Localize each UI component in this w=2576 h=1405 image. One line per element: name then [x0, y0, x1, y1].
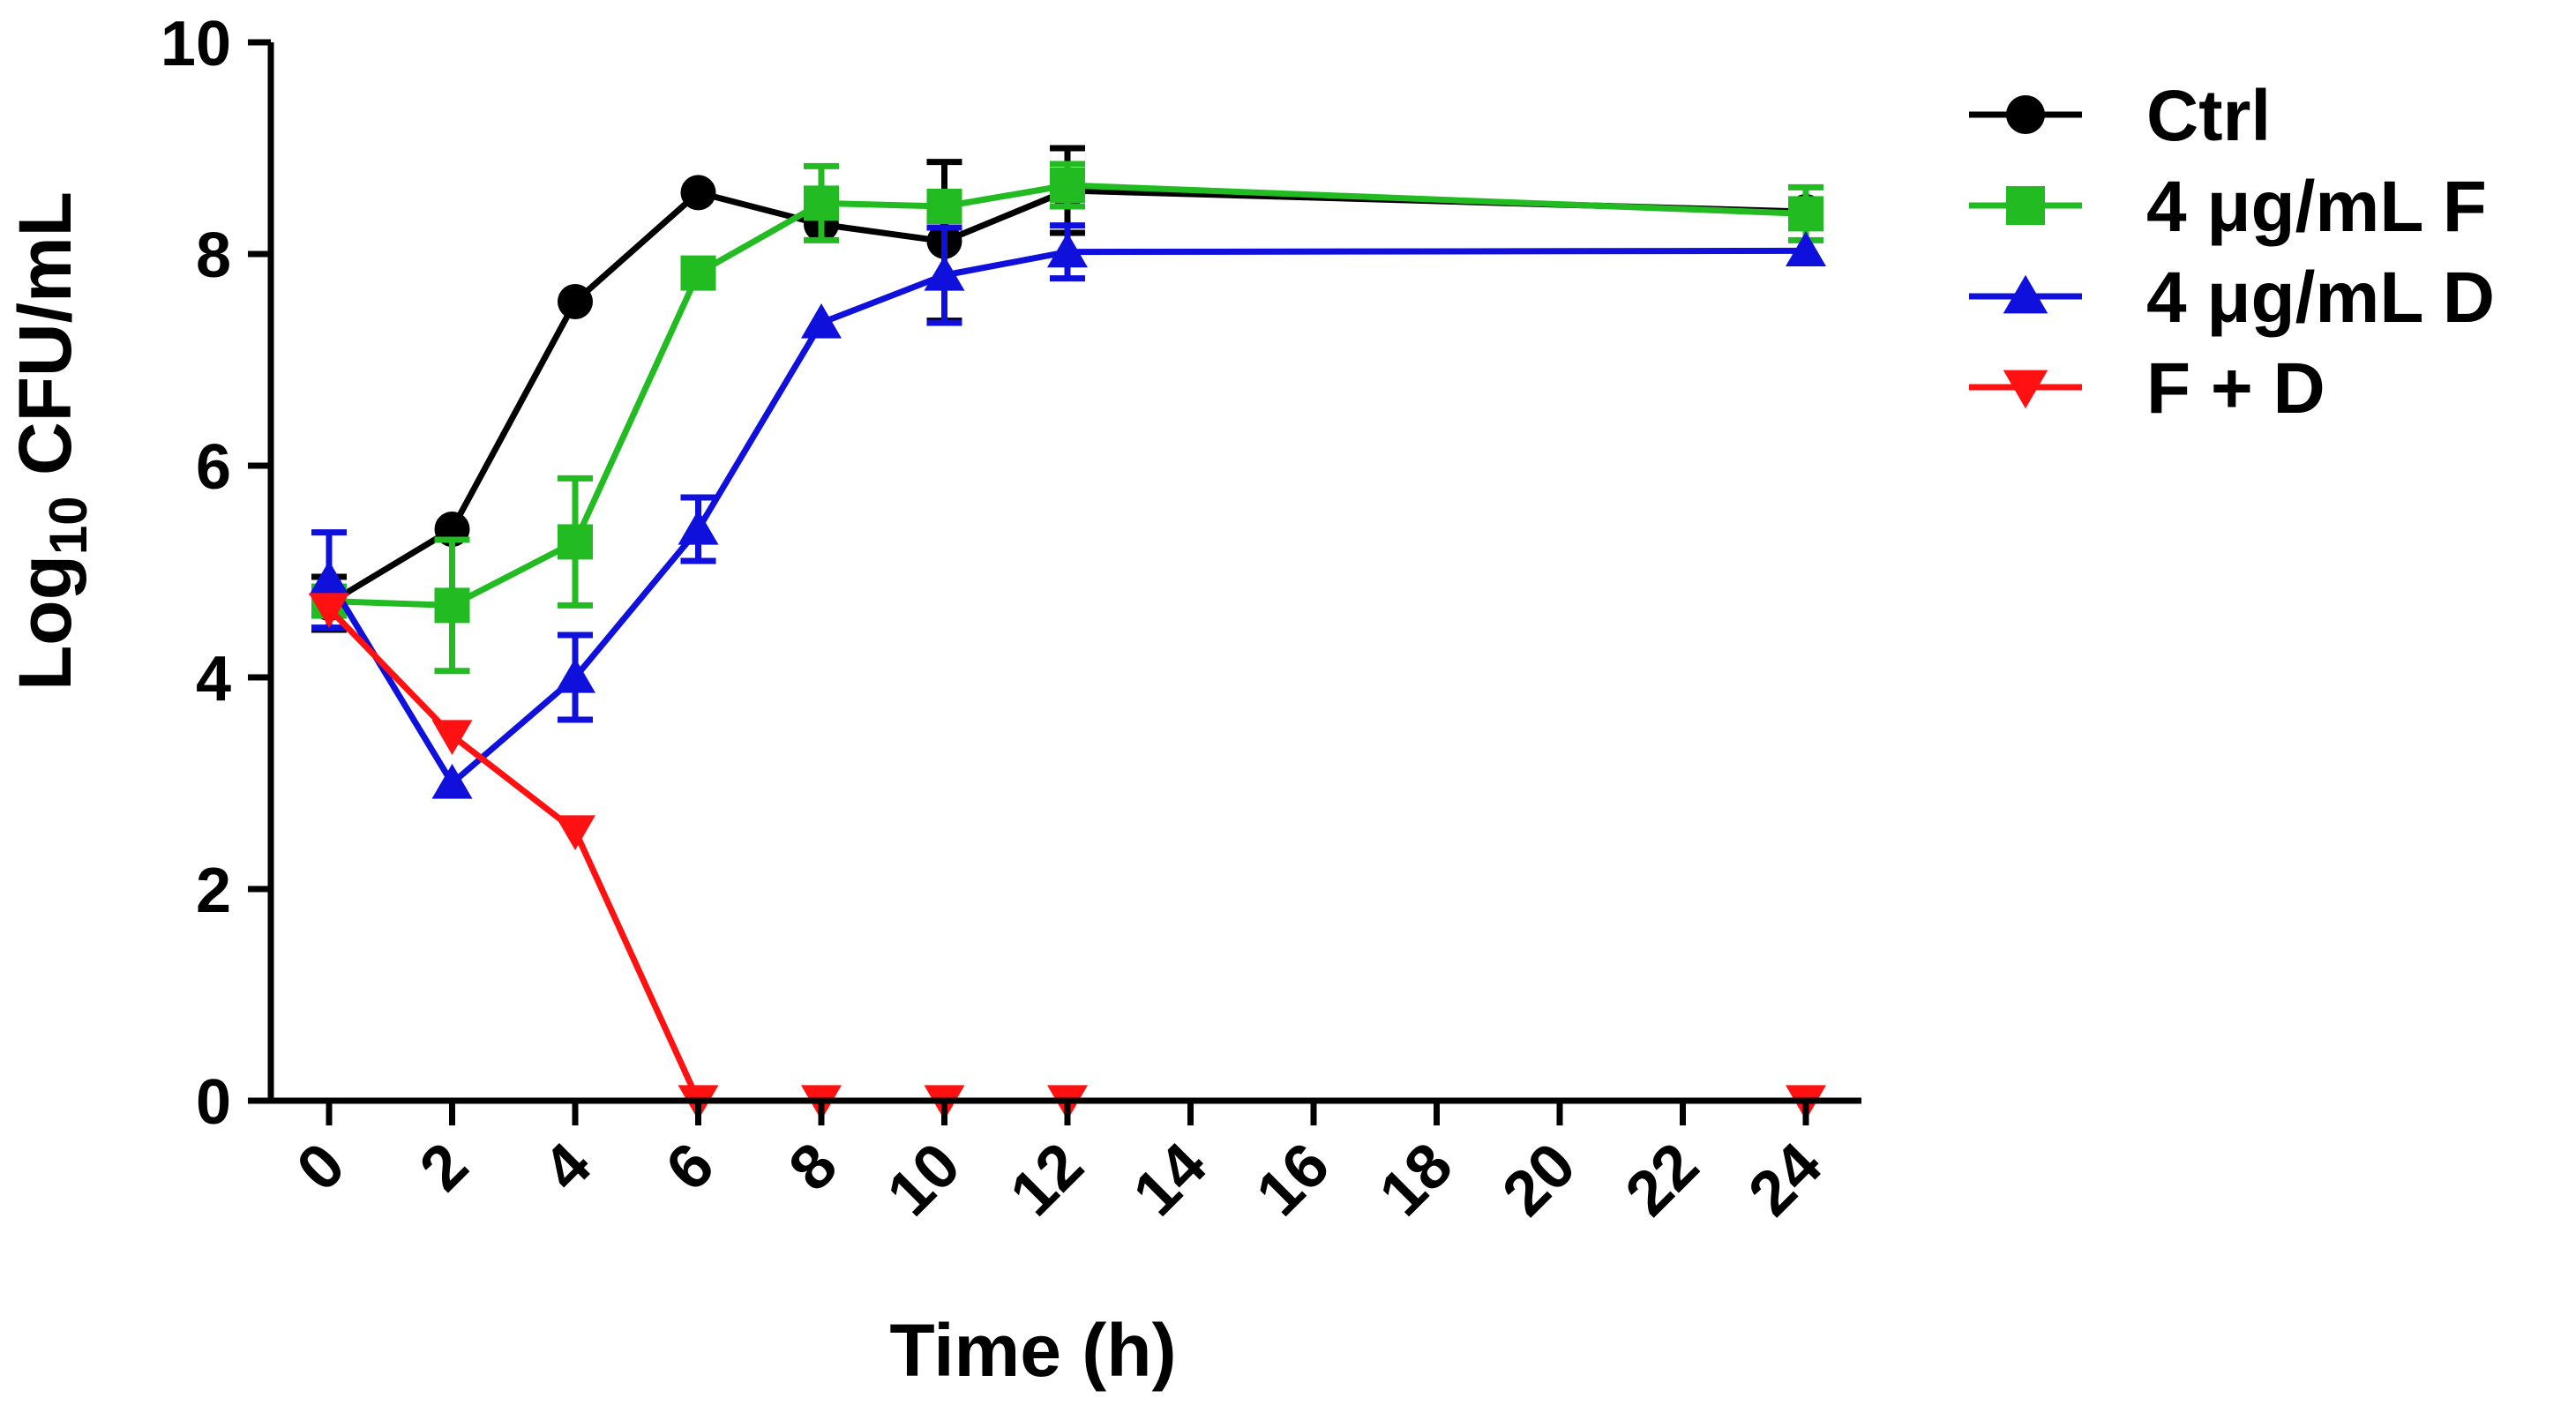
series-line	[326, 247, 1807, 787]
legend-label: 4 μg/mL F	[2146, 167, 2487, 247]
data-point	[1047, 232, 1088, 268]
data-point	[431, 720, 473, 755]
x-tick-label: 16	[1243, 1130, 1343, 1229]
legend-marker	[2006, 186, 2045, 225]
series-line	[328, 182, 1807, 609]
legend-item-3: F + D	[1969, 348, 2325, 429]
x-tick-label: 12	[997, 1130, 1097, 1229]
x-tick-label: 14	[1120, 1130, 1220, 1229]
data-point	[680, 255, 716, 291]
x-tick-label: 20	[1489, 1130, 1589, 1229]
x-tick-label: 4	[529, 1130, 604, 1205]
y-tick-label: 4	[196, 644, 231, 714]
data-point	[804, 185, 839, 221]
data-point	[431, 764, 473, 799]
data-point	[926, 189, 962, 224]
data-point	[678, 510, 719, 545]
series-2	[309, 222, 1826, 799]
legend-marker	[2003, 370, 2048, 409]
x-tick-label: 8	[775, 1130, 850, 1205]
data-point	[309, 593, 349, 628]
data-point	[1050, 168, 1085, 203]
legend: Ctrl 4 μg/mL F 4 μg/mL D F + D	[1969, 76, 2495, 429]
y-axis-title: Log10 CFU/mL	[4, 191, 98, 691]
y-tick-label: 6	[196, 432, 231, 503]
legend-marker	[2006, 95, 2045, 134]
legend-item-1: 4 μg/mL F	[1969, 167, 2487, 247]
x-tick-label: 10	[874, 1130, 974, 1229]
y-tick-label: 0	[196, 1067, 231, 1138]
data-point	[1786, 231, 1826, 266]
data-point	[555, 658, 595, 693]
y-axis-title-rest: CFU/mL	[4, 191, 86, 496]
legend-label: Ctrl	[2146, 76, 2271, 156]
x-tick-label: 24	[1735, 1130, 1835, 1229]
legend-item-0: Ctrl	[1969, 76, 2271, 156]
legend-marker	[2003, 274, 2048, 314]
data-point	[680, 175, 716, 211]
y-tick-label: 8	[196, 220, 231, 291]
data-point	[434, 587, 470, 624]
x-tick-label: 18	[1367, 1130, 1466, 1229]
x-tick-label: 6	[653, 1130, 728, 1205]
x-tick-label: 0	[283, 1130, 358, 1205]
series-line	[326, 606, 1806, 1104]
series-3	[309, 593, 1826, 1120]
legend-label: F + D	[2146, 348, 2325, 429]
x-tick-label: 2	[407, 1130, 482, 1205]
data-point	[1788, 196, 1823, 232]
data-point	[558, 524, 593, 560]
data-point	[924, 256, 965, 291]
x-tick-label: 22	[1613, 1130, 1712, 1229]
data-point	[309, 560, 349, 596]
data-point	[555, 815, 595, 850]
data-point	[801, 303, 842, 339]
series-line	[327, 187, 1807, 606]
y-axis-title-sub: 10	[39, 496, 98, 555]
legend-label: 4 μg/mL D	[2146, 258, 2495, 338]
data-point	[558, 284, 593, 319]
legend-item-2: 4 μg/mL D	[1969, 258, 2495, 338]
y-tick-label: 10	[161, 9, 231, 79]
y-axis-title-main: Log	[4, 555, 86, 691]
x-axis-title: Time (h)	[889, 1309, 1176, 1392]
y-tick-label: 2	[196, 856, 231, 926]
plot-area	[309, 145, 1826, 1120]
